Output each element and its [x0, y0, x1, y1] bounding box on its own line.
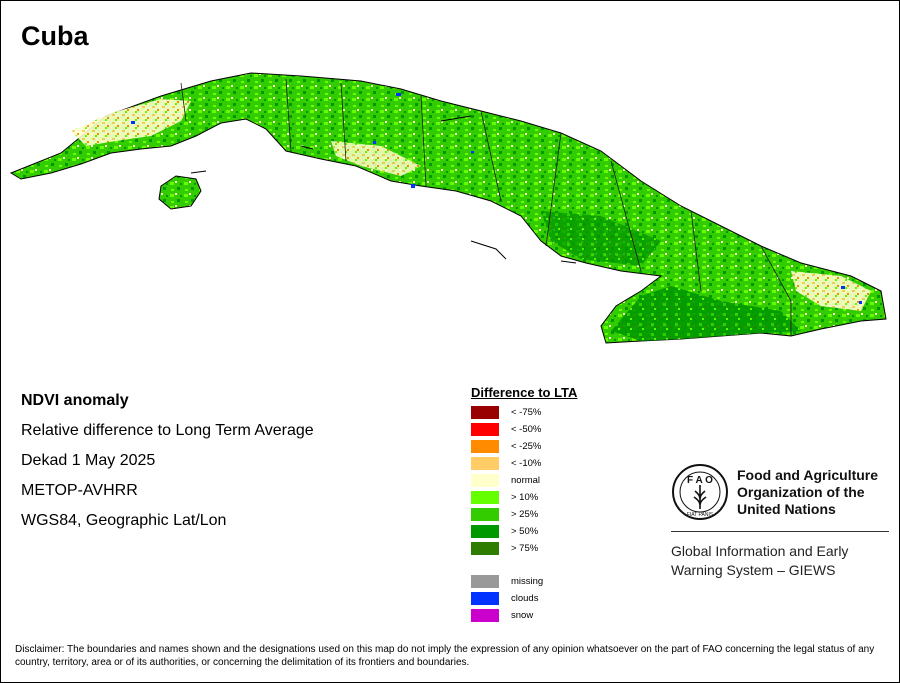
fao-org-line: Organization of the [737, 483, 865, 500]
legend-item: clouds [471, 590, 577, 607]
legend-item: < -25% [471, 438, 577, 455]
cuba-ndvi-map [9, 72, 887, 344]
legend-item: > 50% [471, 523, 577, 540]
cloud-pixels [131, 93, 862, 304]
legend-item: < -75% [471, 404, 577, 421]
giews-line: Global Information and Early [671, 543, 849, 559]
legend-swatch [471, 406, 499, 419]
legend-item: normal [471, 472, 577, 489]
legend-swatch [471, 423, 499, 436]
legend-label: clouds [511, 593, 539, 604]
legend-label: > 25% [511, 509, 539, 520]
map-title: Cuba [21, 21, 89, 51]
map-info: NDVI anomaly Relative difference to Long… [21, 391, 314, 541]
isla-de-la-juventud [158, 175, 202, 210]
fao-logo-block: F A O FIAT PANIS Food and Agriculture Or… [671, 463, 889, 580]
province-boundaries [180, 78, 792, 336]
legend-item: > 10% [471, 489, 577, 506]
legend-label: < -10% [511, 458, 542, 469]
info-heading: NDVI anomaly [21, 392, 129, 409]
info-line: Dekad 1 May 2025 [21, 452, 156, 469]
legend-label: > 10% [511, 492, 539, 503]
legend-swatch [471, 525, 499, 538]
legend-item: snow [471, 607, 577, 624]
legend-item: < -10% [471, 455, 577, 472]
legend-label: > 50% [511, 526, 539, 537]
lush-region-southeast [611, 286, 801, 341]
fao-emblem-icon: F A O FIAT PANIS [672, 464, 728, 520]
legend-label: > 75% [511, 543, 539, 554]
info-line: METOP-AVHRR [21, 482, 138, 499]
legend-swatch [471, 592, 499, 605]
legend: Difference to LTA < -75% < -50% < -25% <… [471, 385, 577, 624]
legend-item: missing [471, 573, 577, 590]
fao-org-name: Food and Agriculture Organization of the… [737, 467, 878, 518]
legend-item: < -50% [471, 421, 577, 438]
fao-letters: F A O [687, 475, 713, 486]
legend-label: normal [511, 475, 541, 486]
dry-region-east [791, 271, 871, 311]
cays [190, 115, 577, 264]
legend-swatch [471, 508, 499, 521]
info-line: WGS84, Geographic Lat/Lon [21, 512, 227, 529]
legend-item: > 75% [471, 540, 577, 557]
legend-label: < -50% [511, 424, 542, 435]
legend-label: < -25% [511, 441, 542, 452]
fao-org-line: United Nations [737, 500, 836, 517]
legend-swatch [471, 575, 499, 588]
info-line: Relative difference to Long Term Average [21, 422, 314, 439]
legend-swatch [471, 609, 499, 622]
legend-swatch [471, 440, 499, 453]
legend-item: > 25% [471, 506, 577, 523]
legend-label: < -75% [511, 407, 542, 418]
dry-region-central [331, 141, 421, 176]
fao-motto: FIAT PANIS [687, 512, 714, 518]
giews-name: Global Information and Early Warning Sys… [671, 542, 889, 580]
legend-swatch [471, 474, 499, 487]
legend-swatch [471, 457, 499, 470]
legend-title: Difference to LTA [471, 385, 578, 400]
legend-label: snow [511, 610, 534, 621]
lush-region-central [541, 211, 661, 266]
fao-divider [671, 531, 889, 532]
giews-line: Warning System – GIEWS [671, 562, 836, 578]
legend-label: missing [511, 576, 544, 587]
legend-swatch [471, 542, 499, 555]
fao-org-line: Food and Agriculture [737, 466, 879, 483]
legend-swatch [471, 491, 499, 504]
disclaimer: Disclaimer: The boundaries and names sho… [15, 644, 875, 668]
